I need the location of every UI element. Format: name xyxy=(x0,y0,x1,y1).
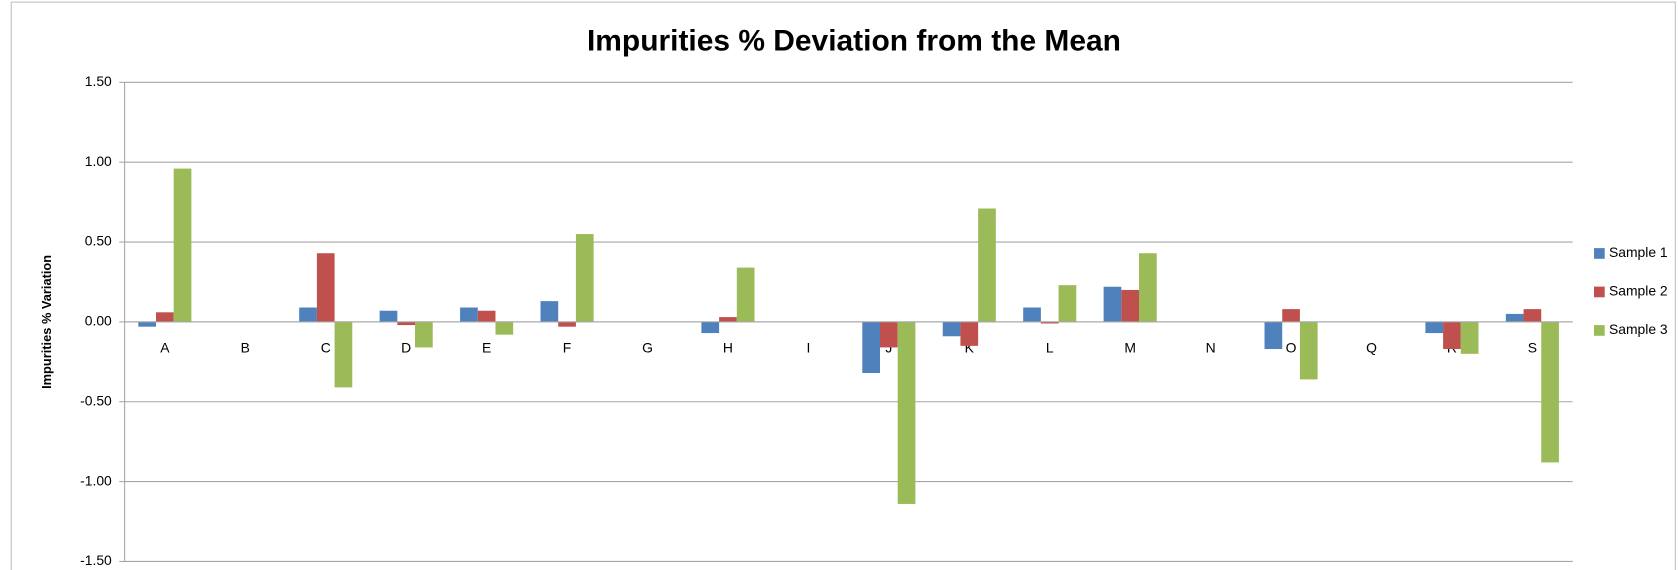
bar xyxy=(558,321,576,327)
x-tick-label: G xyxy=(642,339,653,355)
bar xyxy=(138,321,157,327)
x-tick-label: M xyxy=(1124,339,1136,355)
bar xyxy=(897,321,916,504)
bar xyxy=(477,310,496,322)
bar xyxy=(334,321,353,388)
bar xyxy=(495,321,514,335)
x-tick-label: C xyxy=(321,339,331,355)
bar xyxy=(1282,309,1300,322)
x-tick-label: S xyxy=(1528,339,1537,355)
bar xyxy=(719,317,737,322)
bar xyxy=(460,307,478,322)
bar xyxy=(736,267,755,322)
x-tick-label: H xyxy=(723,339,733,355)
bar xyxy=(1541,321,1559,463)
x-tick-label: K xyxy=(965,339,975,355)
x-tick-label: B xyxy=(241,339,250,355)
bar xyxy=(1264,321,1283,350)
bar xyxy=(156,312,174,322)
bar xyxy=(1523,309,1542,322)
y-tick-label: -0.50 xyxy=(80,392,112,408)
bar xyxy=(316,253,335,322)
legend-label: Sample 3 xyxy=(1609,321,1668,337)
legend-label: Sample 1 xyxy=(1609,244,1668,260)
bar xyxy=(415,321,433,348)
bar xyxy=(1139,253,1157,322)
legend-swatch xyxy=(1594,325,1605,336)
bar xyxy=(540,301,559,322)
x-tick-label: D xyxy=(401,339,411,355)
bar xyxy=(1103,286,1122,322)
y-tick-label: 0.50 xyxy=(85,233,112,249)
chart-border xyxy=(10,1,1676,570)
bar xyxy=(862,321,880,373)
legend-label: Sample 2 xyxy=(1609,283,1668,299)
bar xyxy=(1299,321,1318,380)
bar xyxy=(1443,321,1461,350)
bar xyxy=(173,168,192,322)
y-tick-label: 1.50 xyxy=(85,73,112,89)
x-tick-label: I xyxy=(806,339,810,355)
bar xyxy=(942,321,961,337)
x-tick-label: O xyxy=(1286,339,1297,355)
chart-title: Impurities % Deviation from the Mean xyxy=(587,25,1121,58)
y-tick-label: -1.00 xyxy=(80,472,112,488)
x-tick-label: L xyxy=(1046,339,1054,355)
x-tick-label: F xyxy=(563,339,572,355)
bar xyxy=(299,307,317,322)
bar xyxy=(575,234,594,322)
y-tick-label: -1.50 xyxy=(80,552,112,568)
legend-swatch xyxy=(1594,248,1605,259)
bar xyxy=(1058,285,1077,322)
x-tick-label: E xyxy=(482,339,491,355)
bar xyxy=(1460,321,1479,354)
x-tick-label: A xyxy=(160,339,170,355)
y-tick-label: 0.00 xyxy=(85,313,112,329)
bar xyxy=(978,208,996,322)
y-axis-title: Impurities % Variation xyxy=(39,255,54,389)
bar xyxy=(379,310,398,322)
x-tick-label: Q xyxy=(1366,339,1377,355)
bar xyxy=(1023,307,1041,322)
bar xyxy=(1505,313,1524,322)
bar xyxy=(1121,289,1140,322)
bar xyxy=(879,321,898,348)
x-tick-label: N xyxy=(1206,339,1216,355)
y-tick-label: 1.00 xyxy=(85,153,112,169)
bar xyxy=(397,321,416,326)
bar xyxy=(701,321,720,334)
legend-swatch xyxy=(1594,286,1605,298)
bar xyxy=(960,321,979,346)
bar xyxy=(1040,321,1059,324)
bar xyxy=(1425,321,1444,334)
